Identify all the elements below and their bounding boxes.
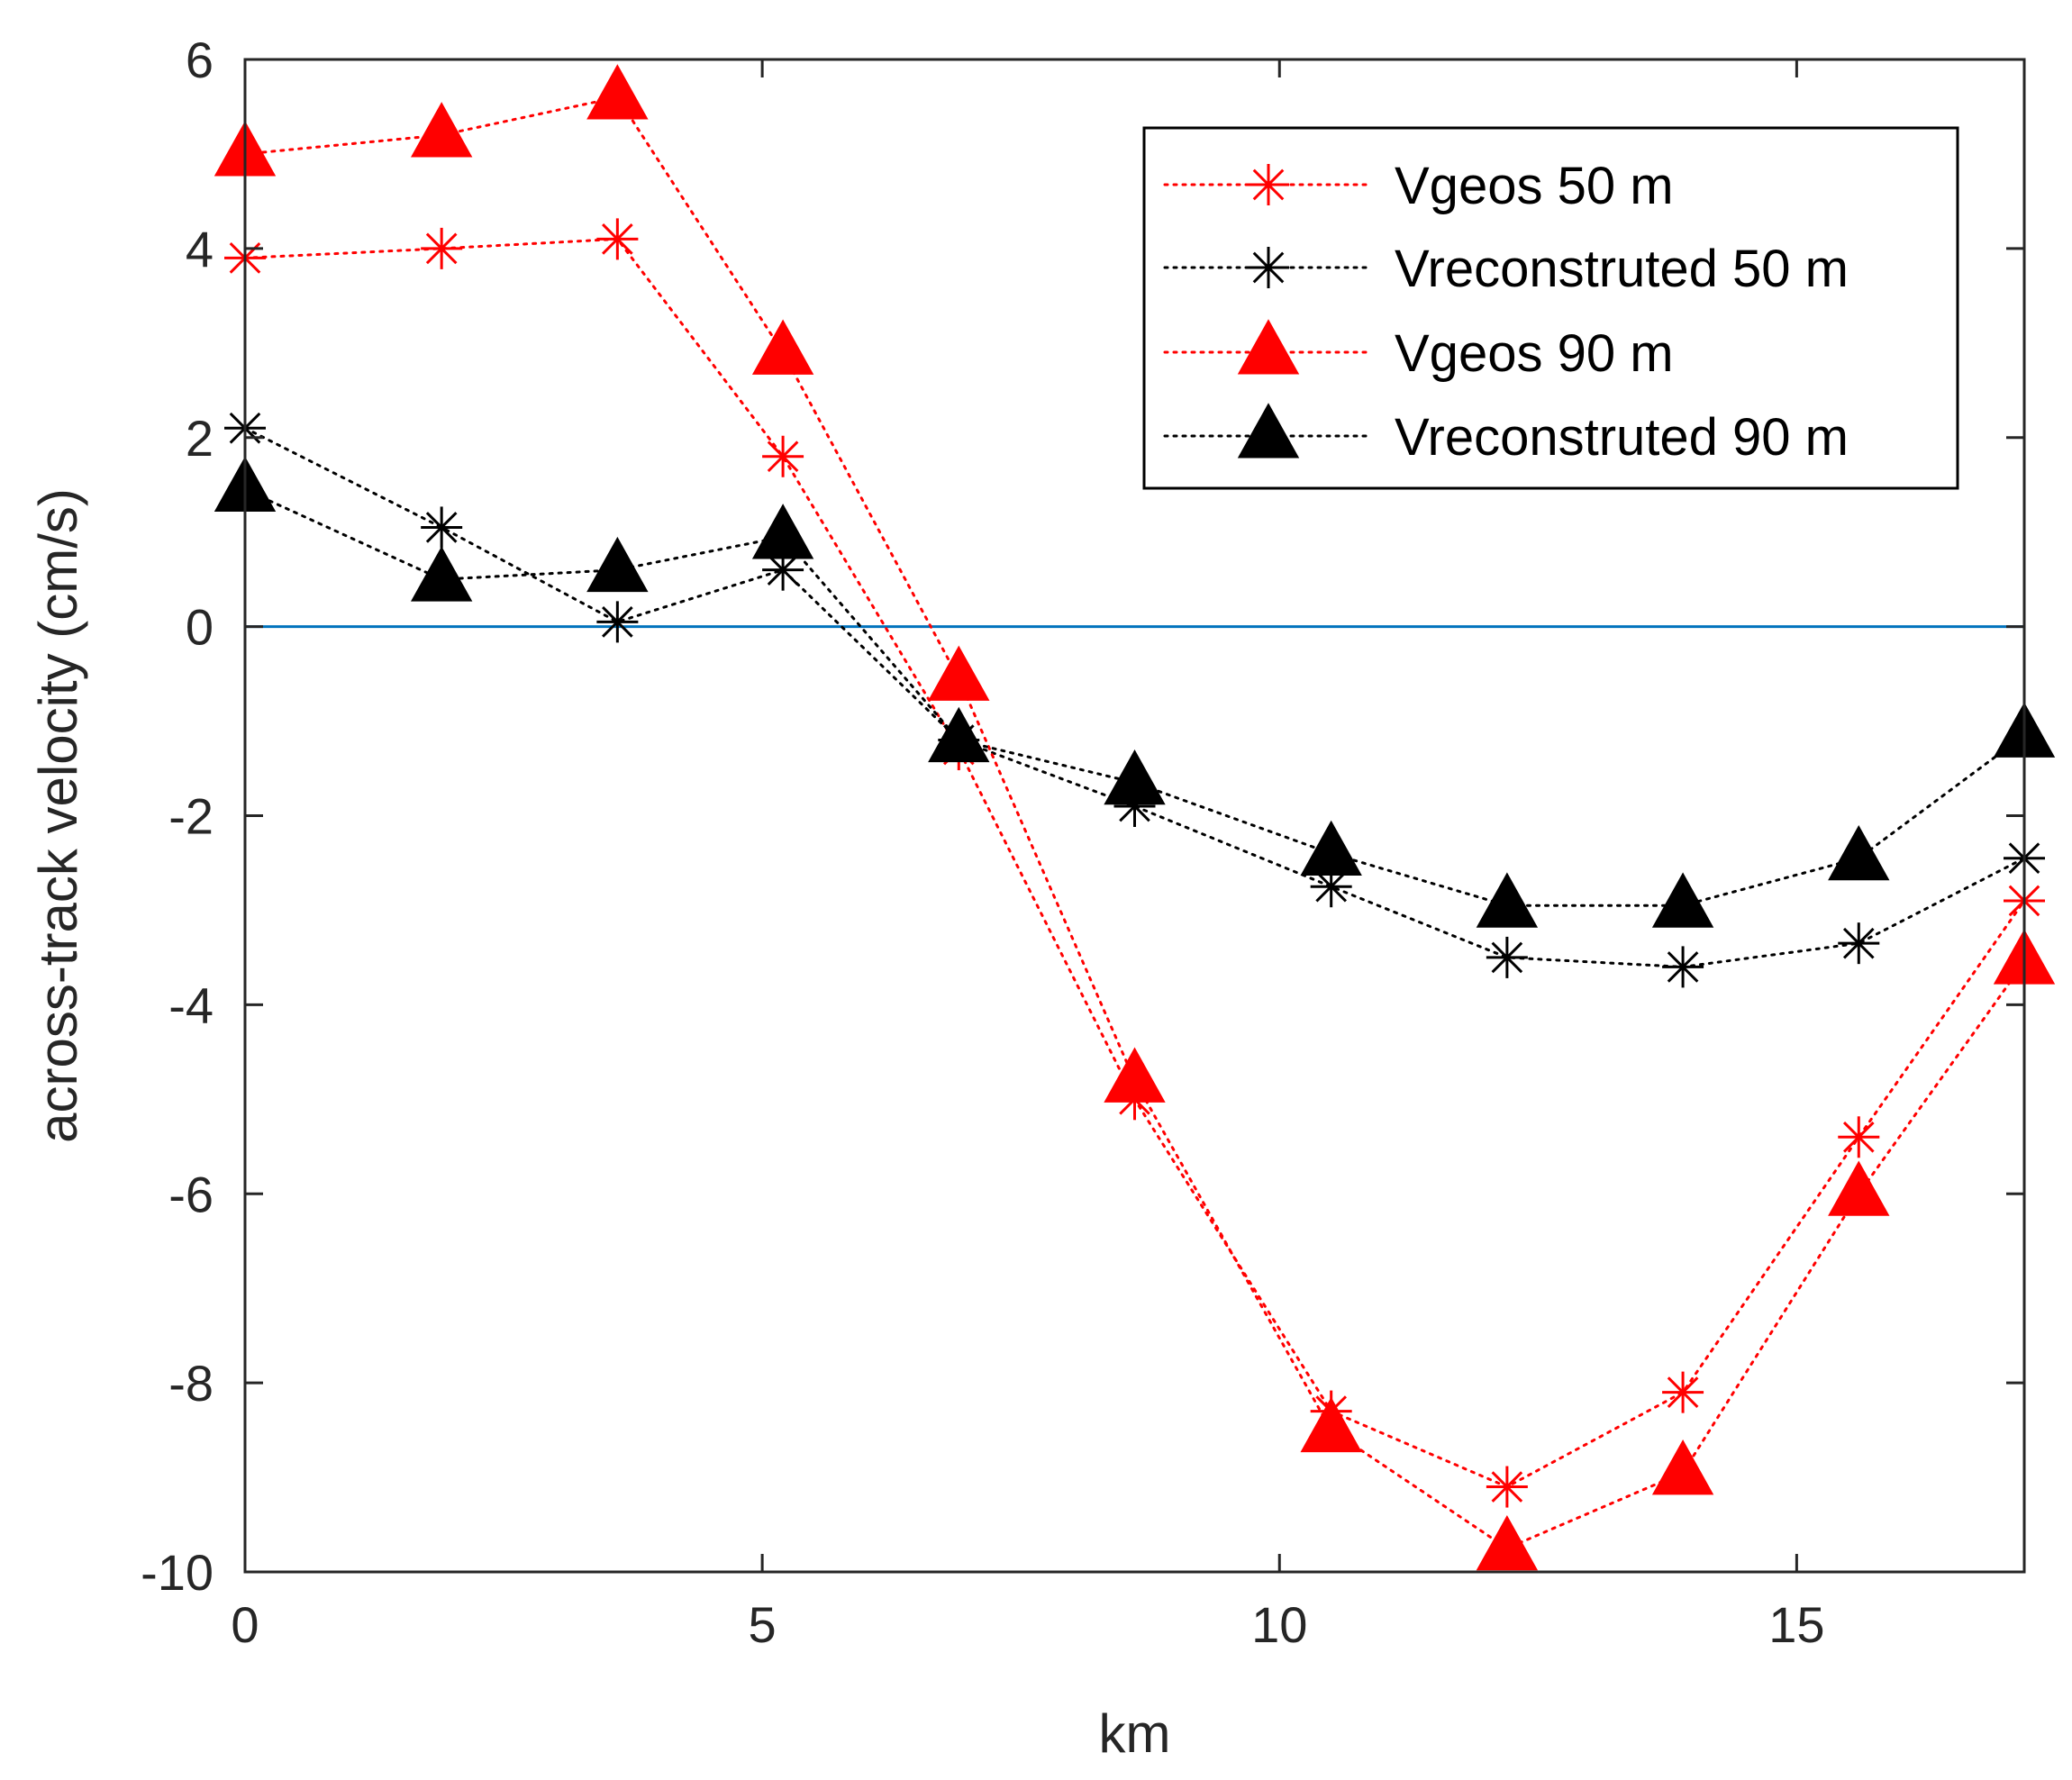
data-point-triangle [1104,749,1166,805]
data-point-triangle [1828,824,1890,881]
series-vgeos-90-m [214,64,2056,1571]
data-point-triangle [1237,403,1300,459]
series-layer [214,64,2056,1571]
x-tick-label: 15 [1768,1596,1824,1653]
x-axis-label: km [1099,1703,1171,1764]
data-point-triangle [586,64,649,120]
legend-label: Vgeos 50 m [1395,157,1674,215]
y-tick-label: -6 [168,1166,214,1222]
data-point-asterisk [762,435,804,477]
legend-label: Vreconstruted 50 m [1395,240,1849,298]
tick-layer: 0 5 10 15 6 4 2 0 -2 -4 -6 -8 -10 [141,32,2024,1653]
data-point-asterisk [1838,922,1880,965]
x-tick-label: 5 [749,1596,777,1653]
asterisk-stroke [602,223,633,255]
y-tick-label: -4 [168,976,214,1033]
data-point-asterisk [762,549,804,591]
data-point-triangle [586,536,649,593]
data-point-triangle [1651,872,1714,928]
data-point-asterisk [1662,1371,1704,1413]
y-tick-label: 2 [186,410,214,467]
y-tick-label: 4 [186,221,214,277]
legend-label: Vgeos 90 m [1395,324,1674,383]
series-vreconstruted-90-m [214,456,2056,928]
asterisk-stroke [425,232,458,265]
data-point-triangle [751,319,814,375]
data-point-triangle [1828,1160,1890,1216]
data-point-triangle [928,645,990,701]
data-point-asterisk [421,506,463,549]
data-point-triangle [1237,319,1300,375]
data-point-triangle [751,504,814,559]
data-point-triangle [1104,1047,1166,1103]
data-point-triangle [410,546,473,602]
asterisk-stroke [1667,951,1699,983]
y-tick-label: -8 [168,1355,214,1412]
asterisk-stroke [767,440,799,473]
y-tick-label: 6 [186,32,214,88]
data-point-asterisk [596,601,639,643]
asterisk-stroke [425,512,458,543]
data-point-asterisk [1248,164,1289,205]
data-point-asterisk [421,227,463,269]
data-point-asterisk [1248,247,1289,288]
legend-label: Vreconstruted 90 m [1395,408,1849,467]
data-point-asterisk [1486,936,1528,978]
x-tick-label: 10 [1251,1596,1307,1653]
asterisk-stroke [1491,1471,1523,1503]
data-point-triangle [1651,1439,1714,1495]
asterisk-stroke [1252,251,1285,284]
data-point-triangle [1476,1514,1539,1571]
data-point-triangle [1300,820,1362,876]
asterisk-stroke [1842,1121,1875,1153]
y-tick-label: -10 [141,1544,214,1601]
legend: Vgeos 50 m Vreconstruted 50 m Vgeos 90 m Vr… [1142,126,1959,490]
data-point-asterisk [1662,946,1704,988]
data-point-asterisk [596,218,639,260]
y-tick-label: 0 [186,599,214,656]
asterisk-stroke [1491,941,1523,974]
y-tick-label: -2 [168,788,214,845]
data-point-triangle [1476,872,1539,928]
y-axis-label: across-track velocity (cm/s) [28,488,88,1143]
series-vreconstruted-50-m [224,407,2045,988]
data-point-triangle [410,102,473,158]
asterisk-stroke [602,606,633,638]
asterisk-stroke [767,554,799,586]
asterisk-stroke [1252,168,1285,201]
data-point-asterisk [1486,1466,1528,1508]
data-point-asterisk [1838,1116,1880,1158]
data-point-triangle [928,706,990,763]
asterisk-stroke [1842,927,1875,959]
asterisk-stroke [1315,870,1347,903]
x-tick-label: 0 [231,1596,259,1653]
data-point-triangle [1300,1396,1362,1453]
series-line [243,95,2026,1550]
asterisk-stroke [1667,1376,1699,1408]
